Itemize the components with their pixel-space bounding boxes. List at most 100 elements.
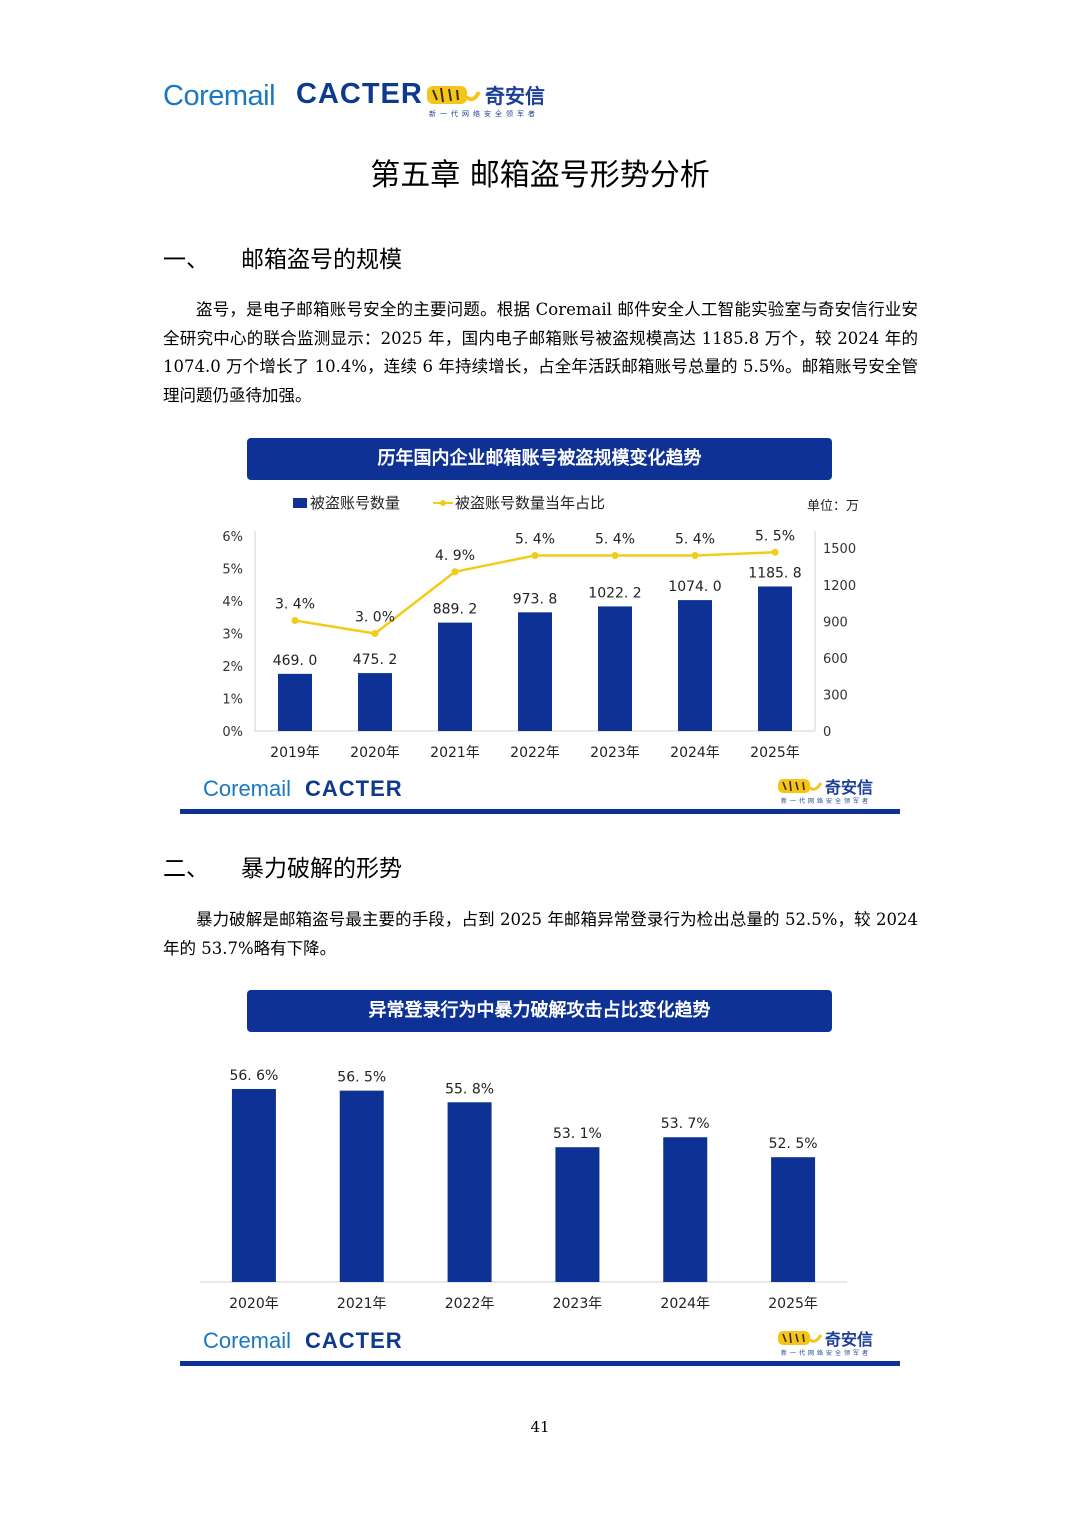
x-axis-tick: 2023年 — [590, 745, 640, 761]
bar — [518, 612, 552, 731]
x-axis-tick: 2025年 — [750, 745, 800, 761]
unit-label: 单位：万 — [807, 499, 859, 514]
bar — [771, 1157, 816, 1282]
right-axis-tick: 900 — [823, 615, 848, 630]
qax-tagline: 新一代网络安全领军者 — [429, 110, 539, 118]
section-number: 一、 — [163, 247, 209, 273]
footer-coremail-logo: Coremail — [203, 1328, 292, 1353]
x-axis-tick: 2024年 — [660, 1296, 710, 1312]
x-axis-tick: 2021年 — [337, 1296, 387, 1312]
line-value-label: 5. 4% — [595, 532, 635, 548]
legend-label: 被盗账号数量当年占比 — [455, 494, 605, 512]
qax-tagline: 新一代网络安全领军者 — [781, 1350, 872, 1357]
bar-value-label: 55. 8% — [445, 1081, 494, 1097]
x-axis-tick: 2025年 — [768, 1296, 818, 1312]
footer-qax-logo: 奇安信 新一代网络安全领军者 — [777, 1326, 887, 1358]
bar — [555, 1147, 600, 1282]
bar-value-label: 1074. 0 — [668, 579, 721, 595]
bar-value-label: 1185. 8 — [748, 565, 801, 581]
right-axis-tick: 1500 — [823, 542, 856, 557]
section-heading-2: 二、 暴力破解的形势 — [163, 849, 402, 883]
section-title: 暴力破解的形势 — [241, 856, 402, 882]
qax-logo: 奇安信 新一代网络安全领军者 — [425, 78, 555, 118]
x-axis-tick: 2020年 — [229, 1296, 279, 1312]
bar — [358, 673, 392, 731]
coremail-logo: Coremail — [163, 80, 276, 112]
bar-value-label: 56. 5% — [337, 1070, 386, 1086]
footer-cacter-logo: CACTER — [305, 1328, 403, 1353]
line-value-label: 5. 4% — [675, 532, 715, 548]
left-axis-tick: 2% — [222, 660, 243, 675]
qax-logo-text: 奇安信 — [825, 1330, 874, 1349]
left-axis-tick: 3% — [222, 628, 243, 643]
chart-2-plot: 56. 6% 2020年 56. 5% 2021年 55. 8% 2022年 53. 1% 2… — [200, 1068, 847, 1312]
section-heading-1: 一、 邮箱盗号的规模 — [163, 240, 402, 274]
qax-tagline: 新一代网络安全领军者 — [781, 798, 872, 805]
x-axis-tick: 2020年 — [350, 745, 400, 761]
bar — [663, 1137, 708, 1282]
left-axis-tick: 6% — [222, 530, 243, 545]
bar — [758, 586, 792, 731]
line-point — [691, 552, 699, 559]
footer-coremail-logo: Coremail — [203, 776, 292, 801]
bar-value-label: 475. 2 — [353, 652, 398, 668]
line-value-label: 3. 4% — [275, 597, 315, 613]
line-value-label: 5. 5% — [755, 528, 795, 544]
paragraph-1: 盗号，是电子邮箱账号安全的主要问题。根据 Coremail 邮件安全人工智能实验… — [163, 296, 918, 410]
x-axis-tick: 2021年 — [430, 745, 480, 761]
line-point — [611, 552, 619, 559]
bar — [231, 1088, 276, 1282]
line-value-label: 5. 4% — [515, 532, 555, 548]
paragraph-text: 暴力破解是邮箱盗号最主要的手段，占到 2025 年邮箱异常登录行为检出总量的 5… — [163, 910, 918, 958]
bar-value-label: 56. 6% — [229, 1068, 278, 1084]
bar-value-label: 469. 0 — [273, 653, 318, 669]
section-number: 二、 — [163, 856, 209, 882]
bar — [438, 622, 472, 731]
paragraph-2: 暴力破解是邮箱盗号最主要的手段，占到 2025 年邮箱异常登录行为检出总量的 5… — [163, 906, 918, 963]
x-axis-tick: 2024年 — [670, 745, 720, 761]
bar-value-label: 889. 2 — [433, 602, 478, 618]
tiger-icon — [778, 779, 823, 793]
right-axis-tick: 300 — [823, 688, 848, 703]
legend-line-marker — [440, 500, 446, 506]
chart-1: 历年国内企业邮箱账号被盗规模变化趋势 被盗账号数量 被盗账号数量当年占比 单位：万 0… — [175, 436, 905, 821]
x-axis-tick: 2022年 — [510, 745, 560, 761]
footer-rule — [180, 809, 900, 814]
page-number: 41 — [530, 1418, 550, 1436]
bar — [339, 1090, 384, 1282]
left-axis-tick: 5% — [222, 563, 243, 578]
line-point — [291, 617, 299, 624]
paragraph-text: 盗号，是电子邮箱账号安全的主要问题。根据 Coremail 邮件安全人工智能实验… — [163, 300, 918, 405]
left-axis-tick: 1% — [222, 693, 243, 708]
tiger-icon — [427, 86, 481, 104]
x-axis-tick: 2022年 — [445, 1296, 495, 1312]
x-axis-tick: 2019年 — [270, 745, 320, 761]
bar-value-label: 52. 5% — [769, 1136, 818, 1152]
bar-value-label: 53. 1% — [553, 1126, 602, 1142]
legend-bar-swatch — [293, 498, 307, 508]
chart-1-plot: 被盗账号数量 被盗账号数量当年占比 单位：万 0% 1% 2% 3% 4% 5% 6% 0 300 60… — [222, 494, 859, 761]
footer-rule — [180, 1361, 900, 1366]
bar — [447, 1102, 492, 1282]
chart-title: 历年国内企业邮箱账号被盗规模变化趋势 — [247, 438, 832, 480]
line-point — [771, 548, 779, 556]
qax-logo-text: 奇安信 — [825, 778, 874, 797]
right-axis-tick: 600 — [823, 652, 848, 667]
chapter-title: 第五章 邮箱盗号形势分析 — [370, 158, 710, 193]
qax-logo-text: 奇安信 — [485, 84, 545, 108]
chart-title: 异常登录行为中暴力破解攻击占比变化趋势 — [247, 990, 832, 1032]
line-point — [531, 552, 539, 559]
left-axis-tick: 0% — [222, 725, 243, 740]
line-value-label: 4. 9% — [435, 548, 475, 564]
bar-value-label: 973. 8 — [513, 591, 558, 607]
header-logos: Coremail CACTER 奇安信 新一代网络安全领军者 — [163, 78, 583, 118]
left-axis-tick: 4% — [222, 595, 243, 610]
cacter-logo: CACTER — [296, 78, 423, 110]
bar — [678, 600, 712, 731]
footer-cacter-logo: CACTER — [305, 776, 403, 801]
footer-qax-logo: 奇安信 新一代网络安全领军者 — [777, 774, 887, 806]
chart-2: 异常登录行为中暴力破解攻击占比变化趋势 56. 6% 2020年 56. 5% 202… — [175, 988, 905, 1373]
bar — [278, 673, 312, 731]
right-axis-tick: 1200 — [823, 579, 856, 594]
bar — [598, 606, 632, 731]
